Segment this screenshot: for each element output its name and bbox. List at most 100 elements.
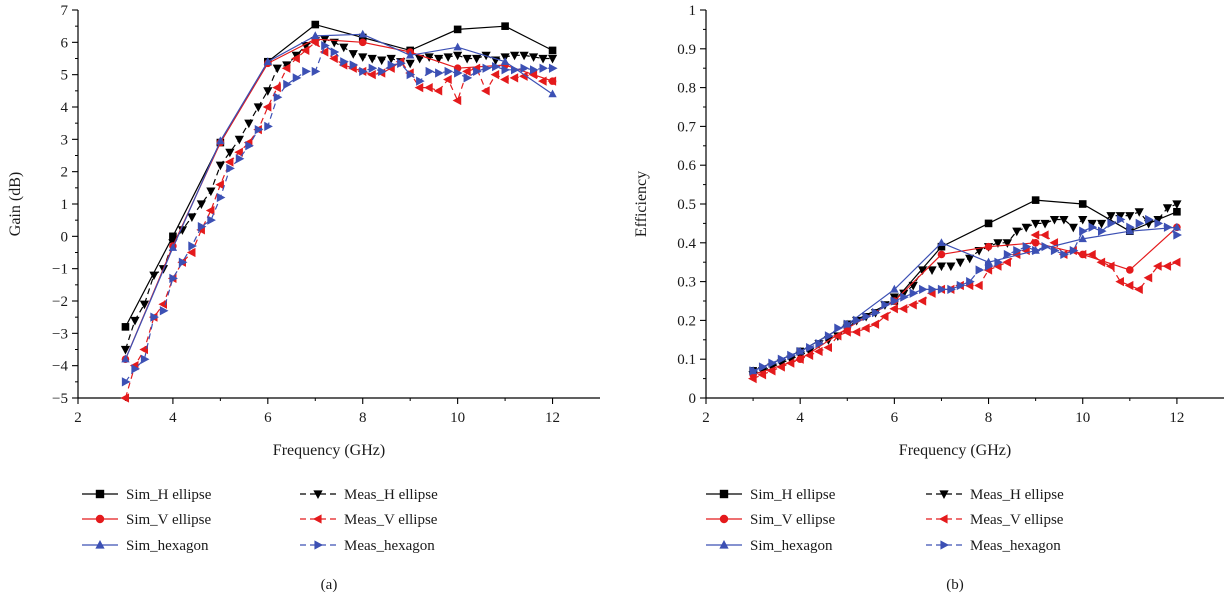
- legend-marker: [313, 490, 323, 500]
- data-point: [131, 364, 140, 374]
- legend-label: Meas_H ellipse: [970, 487, 1064, 503]
- data-point: [216, 136, 225, 145]
- data-point: [1173, 230, 1182, 240]
- data-point: [386, 54, 396, 64]
- data-point: [1087, 249, 1096, 260]
- data-point: [842, 327, 851, 337]
- data-point: [149, 271, 159, 281]
- data-point: [1002, 239, 1013, 248]
- data-point: [1022, 242, 1032, 252]
- data-point: [1115, 212, 1126, 221]
- y-tick-label: 0: [61, 229, 69, 245]
- data-point: [937, 284, 947, 294]
- data-point: [795, 354, 804, 364]
- data-point: [283, 79, 292, 89]
- data-point: [492, 61, 501, 72]
- data-point: [319, 47, 329, 57]
- data-point: [425, 66, 435, 77]
- data-point: [130, 316, 140, 326]
- data-point: [300, 45, 310, 56]
- data-point: [490, 70, 500, 80]
- data-point: [919, 284, 928, 294]
- data-point: [301, 41, 311, 51]
- legend-marker: [719, 489, 729, 499]
- x-axis-label: Frequency (GHz): [899, 442, 1011, 459]
- legend-item: Sim_V ellipse: [706, 512, 835, 528]
- data-point: [443, 74, 452, 85]
- data-point: [796, 346, 806, 357]
- legend-marker: [939, 490, 949, 500]
- data-point: [501, 65, 511, 75]
- series-line: [124, 38, 553, 350]
- data-point: [348, 50, 358, 59]
- data-point: [1078, 215, 1088, 225]
- legend-marker: [95, 539, 105, 549]
- data-point: [186, 247, 196, 258]
- data-point: [292, 73, 302, 83]
- series-line: [124, 23, 553, 328]
- series-sim-hexagon: [121, 29, 557, 363]
- series-meas-v-ellipse: [748, 230, 1181, 384]
- data-point: [1068, 223, 1078, 233]
- data-point: [367, 54, 377, 64]
- data-point: [520, 63, 530, 73]
- data-point: [188, 241, 197, 251]
- legend-item: Sim_hexagon: [82, 538, 209, 554]
- data-point: [749, 366, 759, 376]
- data-point: [264, 121, 273, 132]
- data-point: [215, 161, 225, 171]
- data-point: [899, 289, 909, 299]
- data-point: [1049, 215, 1060, 225]
- data-point: [862, 311, 872, 322]
- data-point: [206, 187, 216, 197]
- data-point: [975, 265, 985, 275]
- legend-label: Meas_hexagon: [344, 538, 435, 554]
- data-point: [245, 141, 254, 151]
- data-point: [462, 54, 472, 64]
- data-point: [359, 66, 368, 77]
- data-point: [263, 57, 272, 65]
- legend: Sim_H ellipse Meas_H ellipse Sim_V ellipse…: [82, 487, 438, 554]
- data-point: [482, 63, 492, 73]
- series-meas-v-ellipse: [120, 37, 557, 403]
- legend-marker: [719, 514, 729, 524]
- data-point: [1002, 257, 1011, 267]
- data-point: [766, 366, 776, 376]
- legend-label: Meas_hexagon: [970, 538, 1061, 554]
- legend-label: Sim_V ellipse: [750, 512, 835, 528]
- data-point: [340, 57, 349, 67]
- y-tick-label: 1: [689, 3, 697, 19]
- data-point: [984, 219, 993, 228]
- data-point: [1172, 200, 1182, 210]
- data-point: [178, 257, 188, 267]
- data-point: [473, 66, 482, 77]
- data-point: [748, 373, 757, 384]
- legend-marker: [95, 514, 105, 524]
- data-point: [435, 68, 444, 78]
- series-line: [752, 203, 1178, 376]
- data-point: [1163, 222, 1173, 232]
- data-point: [528, 53, 539, 62]
- data-point: [994, 257, 1004, 267]
- data-point: [1031, 196, 1040, 204]
- data-point: [1125, 212, 1135, 221]
- series-meas-h-ellipse: [120, 35, 558, 355]
- data-point: [471, 54, 482, 64]
- legend-item: Meas_H ellipse: [300, 487, 438, 503]
- data-point: [871, 308, 881, 318]
- x-tick-label: 2: [702, 410, 710, 426]
- data-point: [1040, 230, 1049, 240]
- data-point: [538, 76, 547, 86]
- data-point: [121, 323, 130, 331]
- legend-label: Sim_H ellipse: [126, 487, 212, 503]
- data-point: [548, 46, 557, 55]
- data-point: [1069, 245, 1079, 256]
- data-point: [321, 40, 330, 51]
- data-point: [1134, 284, 1143, 294]
- data-point: [1162, 204, 1173, 213]
- data-point: [1013, 245, 1022, 256]
- x-tick-label: 4: [169, 410, 177, 426]
- data-point: [1107, 218, 1117, 229]
- y-tick-label: 0.1: [677, 352, 696, 368]
